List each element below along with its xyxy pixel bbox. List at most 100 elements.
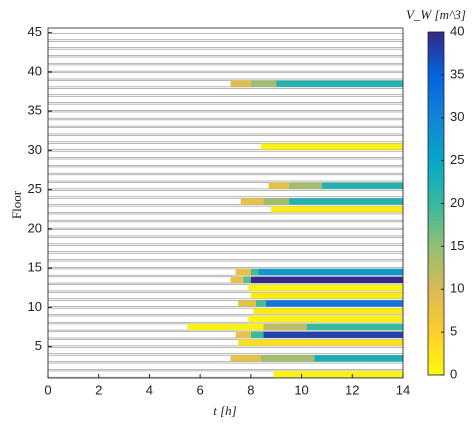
x-tick-label: 0 [44, 382, 51, 397]
colorbar-band [428, 254, 444, 260]
colorbar-band [428, 190, 444, 196]
colorbar-band [428, 224, 444, 230]
water-segment [314, 355, 403, 362]
colorbar-band [428, 199, 444, 204]
colorbar-band [428, 87, 444, 93]
y-tick-label: 40 [28, 63, 42, 78]
water-segment [276, 80, 403, 87]
floor-strip [47, 237, 404, 245]
colorbar-band [428, 259, 444, 265]
floor-strip [47, 40, 404, 48]
colorbar-band [428, 237, 444, 243]
colorbar-tick-label: 25 [450, 152, 464, 167]
water-segment [250, 292, 403, 299]
colorbar-band [428, 143, 444, 149]
water-segment [263, 331, 403, 338]
floor-strip [47, 362, 404, 370]
water-segment [238, 339, 403, 346]
colorbar-band [428, 332, 444, 337]
floor-strip [47, 347, 404, 355]
water-segment [253, 308, 403, 315]
colorbar-band [428, 57, 444, 63]
colorbar-band [428, 336, 444, 342]
water-segment [268, 182, 289, 189]
floor-strip [47, 119, 404, 127]
colorbar-tick-label: 35 [450, 66, 464, 81]
water-segment [238, 300, 256, 307]
colorbar-band [428, 44, 444, 50]
floor-strip [47, 221, 404, 229]
colorbar-band [428, 297, 444, 303]
colorbar-band [428, 289, 444, 295]
colorbar-band [428, 109, 444, 114]
colorbar-band [428, 310, 444, 316]
colorbar-band [428, 182, 444, 187]
colorbar-tick-label: 10 [450, 281, 464, 296]
floor-strip [47, 135, 404, 143]
water-segment [230, 355, 261, 362]
water-segment [250, 268, 259, 276]
water-segment [271, 206, 403, 213]
colorbar-tick-label: 40 [450, 23, 464, 38]
colorbar-band [428, 36, 444, 42]
x-axis-label: t [h] [213, 403, 236, 418]
water-segment [288, 198, 403, 205]
colorbar-band [428, 319, 444, 325]
water-segment [235, 268, 251, 276]
colorbar-band [428, 246, 444, 252]
water-segment [266, 300, 403, 307]
floor-strip [47, 88, 404, 96]
y-tick-label: 20 [28, 220, 42, 235]
colorbar-band [428, 130, 444, 136]
colorbar-band [428, 340, 444, 346]
colorbar-band [428, 362, 444, 367]
water-segment [255, 300, 267, 307]
floor-strip [47, 56, 404, 64]
y-axis-label: Floor [9, 190, 24, 219]
colorbar-band [428, 349, 444, 355]
floor-strip [47, 190, 404, 198]
colorbar-band [428, 134, 444, 140]
water-segment [288, 182, 322, 189]
colorbar-tick-label: 0 [450, 366, 457, 381]
y-tick-label: 45 [28, 24, 42, 39]
colorbar-band [428, 173, 444, 179]
colorbar-band [428, 96, 444, 102]
colorbar-tick-label: 5 [450, 324, 457, 339]
water-segment [306, 323, 403, 331]
plot-frame [47, 27, 404, 379]
water-segment [261, 355, 315, 362]
floor-strip [47, 33, 404, 41]
water-segment [240, 198, 264, 205]
water-segment [250, 80, 277, 87]
y-tick-label: 5 [35, 338, 42, 353]
y-tick-label: 10 [28, 299, 42, 314]
colorbar-band [428, 212, 444, 217]
x-tick-label: 12 [345, 382, 359, 397]
colorbar-band [428, 194, 444, 200]
y-tick-label: 30 [28, 142, 42, 157]
colorbar-band [428, 293, 444, 299]
colorbar-band [428, 104, 444, 110]
colorbar-band [428, 314, 444, 320]
colorbar-band [428, 53, 444, 59]
colorbar-band [428, 216, 444, 222]
floor-strip [47, 48, 404, 56]
x-tick-label: 4 [146, 382, 153, 397]
floor-strip [47, 150, 404, 158]
colorbar-band [428, 207, 444, 213]
water-segment [230, 276, 244, 284]
floor-strip [47, 72, 404, 80]
colorbar-band [428, 32, 444, 37]
water-segment [250, 276, 403, 284]
colorbar-band [428, 357, 444, 363]
colorbar-band [428, 83, 444, 89]
colorbar-band [428, 122, 444, 127]
water-segment [243, 276, 251, 284]
colorbar-band [428, 276, 444, 282]
water-segment [263, 323, 307, 331]
colorbar-band [428, 49, 444, 54]
floor-strip [47, 111, 404, 119]
floor-strip [47, 158, 404, 166]
